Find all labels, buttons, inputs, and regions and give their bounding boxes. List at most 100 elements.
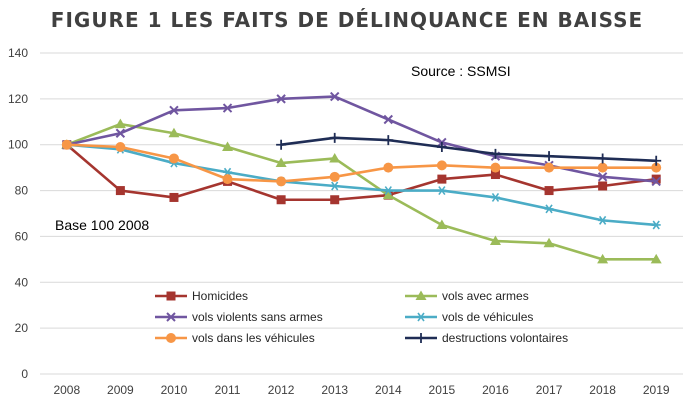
data-point <box>275 157 287 168</box>
series-1 <box>61 118 662 264</box>
data-point <box>436 142 447 153</box>
data-point <box>115 186 125 196</box>
data-point <box>490 192 500 202</box>
data-point <box>490 170 500 180</box>
legend-marker <box>416 333 426 343</box>
y-tick-label: 40 <box>15 275 29 289</box>
series-line <box>66 143 657 227</box>
x-tick-label: 2017 <box>536 383 563 397</box>
chart-title: FIGURE 1 LES FAITS DE DÉLINQUANCE EN BAI… <box>51 8 643 32</box>
y-tick-label: 140 <box>8 46 28 60</box>
data-point <box>276 94 286 104</box>
x-tick-label: 2008 <box>53 383 80 397</box>
legend-label: destructions volontaires <box>442 331 568 345</box>
y-axis-ticks: 0 20 40 60 80 100 120 140 <box>8 46 28 381</box>
data-point <box>383 162 394 173</box>
data-point <box>222 174 233 185</box>
data-point <box>598 181 608 191</box>
y-tick-label: 0 <box>21 367 28 381</box>
data-point <box>383 114 393 125</box>
legend-label: vols dans les véhicules <box>192 331 315 345</box>
x-tick-label: 2009 <box>107 383 134 397</box>
legend: Homicides vols avec armes vols violents sa… <box>155 289 568 345</box>
legend-marker <box>415 290 427 300</box>
data-point <box>651 155 662 166</box>
data-point <box>544 162 555 173</box>
data-point <box>383 186 393 196</box>
legend-item: Homicides <box>155 289 248 303</box>
data-point <box>329 132 340 143</box>
legend-marker <box>166 333 176 343</box>
base-annotation: Base 100 2008 <box>55 217 149 233</box>
data-point <box>114 118 126 129</box>
legend-marker <box>166 312 176 322</box>
data-point <box>650 253 662 264</box>
series-line <box>66 122 657 261</box>
series-group <box>61 91 662 264</box>
data-point <box>597 162 608 173</box>
data-point <box>330 195 340 205</box>
data-point <box>598 215 608 225</box>
data-point <box>651 220 661 230</box>
data-point <box>490 162 501 173</box>
legend-label: vols avec armes <box>442 289 529 303</box>
x-tick-label: 2013 <box>321 383 348 397</box>
data-point <box>168 153 179 164</box>
data-point <box>436 160 447 171</box>
data-point <box>651 162 662 173</box>
legend-item: vols violents sans armes <box>155 310 323 324</box>
legend-marker <box>166 291 176 301</box>
data-point <box>436 219 448 229</box>
x-tick-label: 2011 <box>215 383 241 397</box>
data-point <box>382 189 394 200</box>
source-annotation: Source : SSMSI <box>411 63 511 79</box>
legend-label: vols violents sans armes <box>192 310 323 324</box>
data-point <box>437 186 447 196</box>
data-point <box>276 176 287 187</box>
data-point <box>437 174 447 184</box>
gridlines <box>40 52 683 375</box>
y-tick-label: 100 <box>8 138 28 152</box>
data-point <box>543 237 555 248</box>
legend-item: vols avec armes <box>405 289 529 303</box>
data-point <box>222 141 234 152</box>
data-point <box>169 105 179 116</box>
series-4 <box>61 139 662 187</box>
y-tick-label: 20 <box>15 321 29 335</box>
x-tick-label: 2014 <box>375 383 402 397</box>
legend-label: vols de véhicules <box>442 310 533 324</box>
data-point <box>329 171 340 182</box>
legend-marker <box>416 312 426 322</box>
x-tick-label: 2012 <box>268 383 295 397</box>
data-point <box>597 253 609 264</box>
legend-item: destructions volontaires <box>405 331 568 345</box>
data-point <box>651 174 661 184</box>
data-point <box>544 186 554 196</box>
data-point <box>490 148 501 159</box>
data-point <box>61 139 72 150</box>
x-tick-label: 2015 <box>429 383 456 397</box>
data-point <box>169 192 179 202</box>
data-point <box>544 151 555 162</box>
data-point <box>329 152 341 163</box>
data-point <box>222 103 233 113</box>
data-point <box>276 195 286 205</box>
legend-item: vols dans les véhicules <box>155 331 315 345</box>
x-tick-label: 2010 <box>161 383 188 397</box>
y-tick-label: 120 <box>8 92 28 106</box>
x-axis-ticks: 2008 2009 2010 2011 2012 2013 2014 2015 2016 2017… <box>53 383 669 397</box>
series-line <box>280 136 657 163</box>
series-line <box>65 143 657 202</box>
x-tick-label: 2016 <box>482 383 509 397</box>
data-point <box>115 142 126 153</box>
series-line <box>66 143 657 183</box>
data-point <box>276 139 287 150</box>
data-point <box>597 153 608 164</box>
data-point <box>330 181 340 191</box>
series-3 <box>62 140 661 230</box>
data-point <box>597 172 608 182</box>
legend-item: vols de véhicules <box>405 310 533 324</box>
y-tick-label: 80 <box>15 184 29 198</box>
